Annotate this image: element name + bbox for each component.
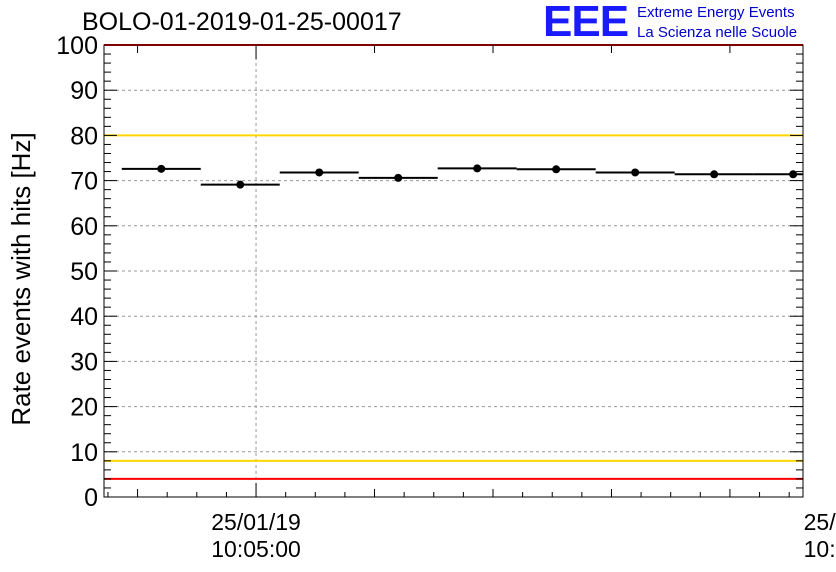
y-tick-label: 80: [70, 122, 98, 150]
y-tick-label: 50: [70, 258, 98, 286]
data-point: [157, 164, 166, 173]
data-point: [394, 173, 403, 182]
y-tick-label: 60: [70, 213, 98, 241]
chart-title: BOLO-01-2019-01-25-00017: [82, 8, 402, 36]
y-tick-label: 0: [84, 484, 98, 512]
logo-subtitle-1: Extreme Energy Events: [637, 4, 795, 21]
eee-logo: EEE: [543, 0, 629, 46]
data-point: [710, 170, 719, 179]
y-axis-label: Rate events with hits [Hz]: [6, 132, 36, 425]
data-point: [789, 170, 798, 179]
y-tick-label: 10: [70, 439, 98, 467]
y-tick-label: 90: [70, 77, 98, 105]
y-tick-label: 100: [56, 32, 98, 60]
logo-subtitle-2: La Scienza nelle Scuole: [637, 24, 798, 41]
data-point: [631, 168, 640, 177]
x-tick-label-date: 25/01/19: [804, 509, 836, 535]
y-tick-label: 30: [70, 348, 98, 376]
x-tick-label-time: 10:10:00: [804, 536, 836, 562]
x-tick-label-time: 10:05:00: [211, 536, 301, 562]
data-point: [552, 165, 561, 174]
x-tick-label-date: 25/01/19: [211, 509, 301, 535]
data-point: [473, 164, 482, 173]
data-point: [236, 180, 245, 189]
data-point: [315, 168, 324, 177]
y-tick-label: 20: [70, 394, 98, 422]
y-tick-label: 70: [70, 168, 98, 196]
y-tick-label: 40: [70, 303, 98, 331]
